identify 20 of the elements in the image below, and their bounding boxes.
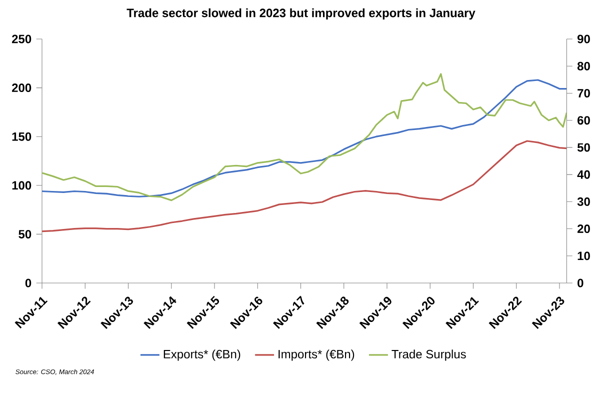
y2-tick-label: 10 bbox=[578, 252, 590, 260]
y2-tick-label: 0 bbox=[578, 278, 584, 288]
y2-tick-label: 80 bbox=[577, 62, 590, 70]
y2-tick-label: 60 bbox=[578, 116, 590, 125]
y-tick-label: 200 bbox=[12, 84, 32, 92]
y-tick-label: 250 bbox=[12, 34, 32, 44]
chart-title: Trade sector slowed in 2023 but improved exports in January bbox=[126, 8, 476, 20]
y2-tick-label: 20 bbox=[577, 224, 590, 234]
y2-tick-label: 90 bbox=[577, 34, 590, 44]
legend-label: Trade Surplus bbox=[392, 350, 466, 361]
legend-label: Exports* (€Bn) bbox=[164, 350, 240, 361]
y-tick-label: 100 bbox=[12, 181, 32, 190]
y-tick-label: 0 bbox=[25, 278, 32, 288]
y2-tick-label: 40 bbox=[577, 170, 590, 179]
y-tick-label: 150 bbox=[12, 132, 32, 141]
legend-label: Imports* (€Bn) bbox=[278, 350, 354, 361]
y2-tick-label: 50 bbox=[577, 143, 590, 152]
y-tick-label: 50 bbox=[18, 230, 32, 238]
y2-tick-label: 70 bbox=[578, 88, 590, 98]
y2-tick-label: 30 bbox=[577, 197, 590, 206]
